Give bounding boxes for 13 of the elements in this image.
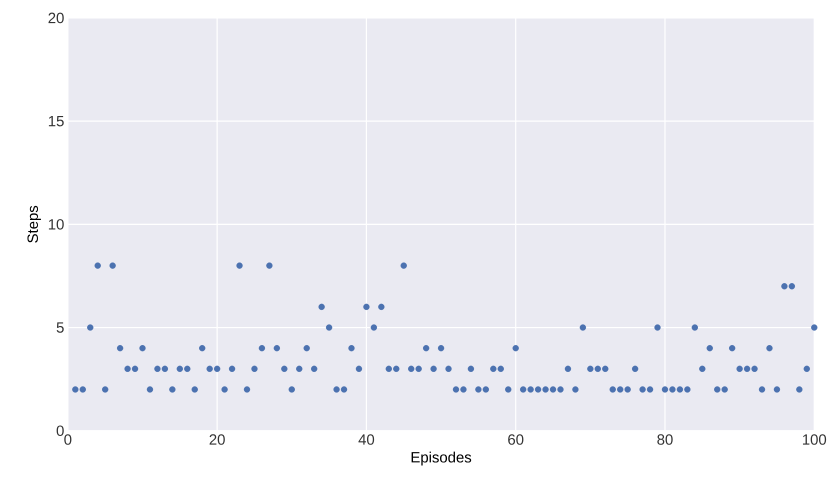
x-tick-label: 60: [508, 434, 524, 445]
y-tick-label: 15: [48, 116, 64, 126]
x-tick-label: 40: [358, 434, 374, 445]
x-tick-label: 20: [210, 434, 225, 445]
y-tick-label: 5: [56, 322, 64, 333]
x-tick-label: 80: [657, 434, 673, 445]
y-tick-label: 20: [48, 12, 64, 24]
y-tick-label: 10: [48, 219, 64, 230]
x-tick-label: 0: [64, 434, 72, 445]
y-axis-title: Steps: [27, 206, 41, 243]
x-axis-title: Episodes: [412, 452, 472, 466]
y-tick-label: 0: [56, 426, 64, 436]
x-tick-label: 100: [802, 434, 826, 445]
